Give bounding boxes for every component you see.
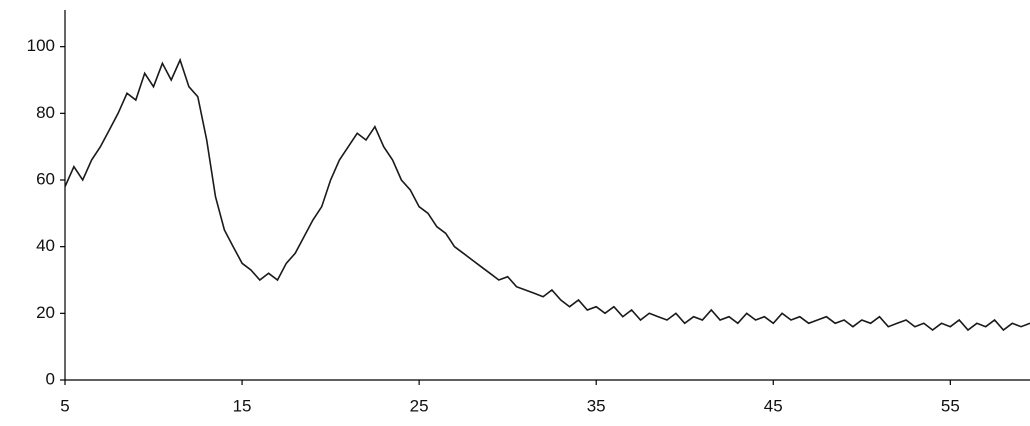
y-tick-label: 60 xyxy=(36,169,55,188)
x-tick-label: 45 xyxy=(764,396,783,415)
x-tick-label: 25 xyxy=(410,396,429,415)
y-tick-label: 20 xyxy=(36,303,55,322)
y-tick-label: 80 xyxy=(36,103,55,122)
data-line xyxy=(65,60,1030,330)
x-tick-label: 15 xyxy=(233,396,252,415)
x-tick-label: 35 xyxy=(587,396,606,415)
y-tick-label: 0 xyxy=(46,369,55,388)
chart: 0 20 40 60 80 100 5 15 25 35 45 55 xyxy=(0,0,1030,426)
x-tick-label: 5 xyxy=(60,396,69,415)
x-tick-label: 55 xyxy=(941,396,960,415)
y-tick-label: 100 xyxy=(27,36,55,55)
y-tick-label: 40 xyxy=(36,236,55,255)
